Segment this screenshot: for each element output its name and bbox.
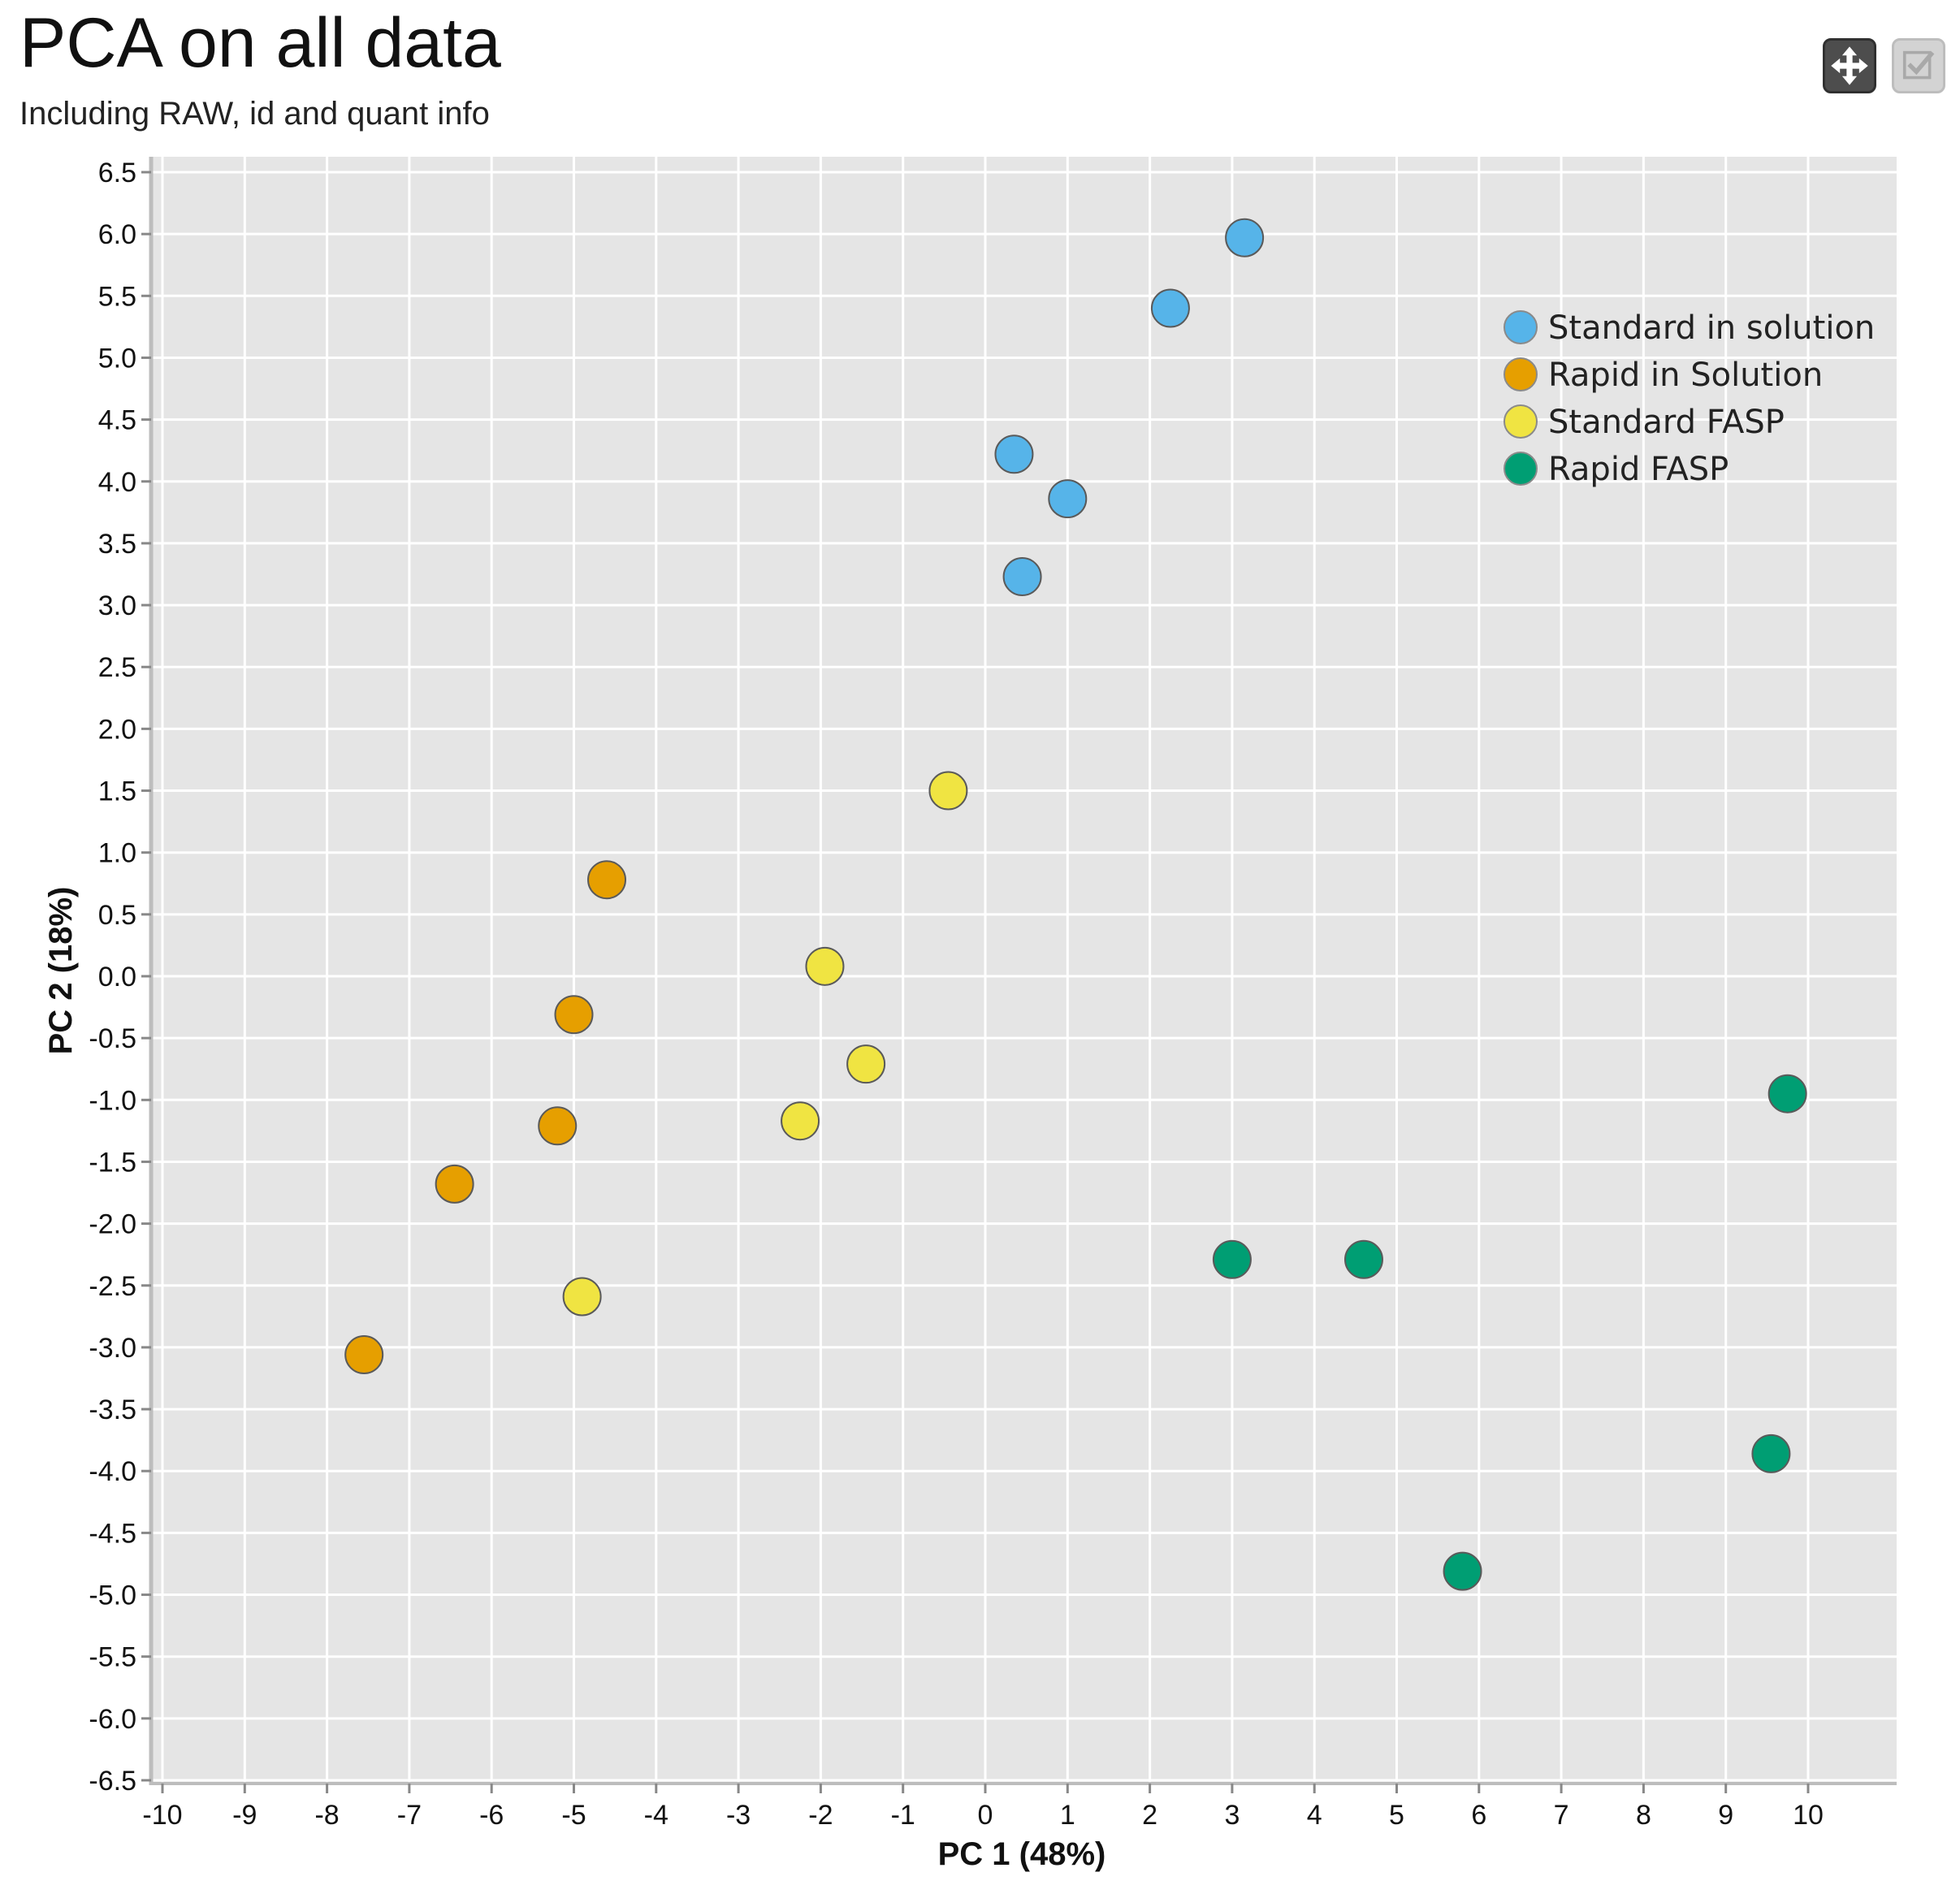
chart-subtitle: Including RAW, id and quant info bbox=[19, 96, 490, 132]
legend-marker bbox=[1504, 404, 1538, 439]
x-tick-label: -4 bbox=[644, 1800, 668, 1831]
y-tick-label: -6.0 bbox=[89, 1704, 136, 1735]
y-axis-title: PC 2 (18%) bbox=[43, 887, 79, 1055]
move-button[interactable] bbox=[1823, 38, 1876, 93]
legend-marker bbox=[1504, 310, 1538, 344]
select-toggle-button[interactable] bbox=[1892, 38, 1945, 93]
checkbox-icon bbox=[1902, 50, 1935, 80]
x-axis-ticks: -10 -9 -8 -7 -6 -5 -4 -3 -2 -1 0 1 2 3 4 5 6 7 8 9 10 bbox=[142, 1784, 1824, 1831]
data-point[interactable] bbox=[562, 1277, 602, 1317]
x-tick-label: 8 bbox=[1636, 1800, 1651, 1831]
plot-area bbox=[151, 157, 1897, 1784]
data-point[interactable] bbox=[1751, 1433, 1791, 1473]
y-tick-label: 1.0 bbox=[98, 838, 136, 869]
y-tick-label: -1.0 bbox=[89, 1085, 136, 1116]
x-tick-label: -3 bbox=[726, 1800, 751, 1831]
y-tick-label: -2.5 bbox=[89, 1271, 136, 1302]
legend-marker bbox=[1504, 452, 1538, 486]
x-tick-label: -9 bbox=[232, 1800, 257, 1831]
data-point[interactable] bbox=[587, 860, 627, 900]
y-tick-label: -1.5 bbox=[89, 1147, 136, 1178]
data-point[interactable] bbox=[1443, 1551, 1482, 1591]
x-tick-label: -1 bbox=[891, 1800, 915, 1831]
y-gridlines bbox=[151, 171, 1897, 1782]
y-tick-label: -2.0 bbox=[89, 1209, 136, 1240]
y-tick-label: 6.5 bbox=[98, 158, 136, 188]
data-point[interactable] bbox=[538, 1106, 578, 1146]
x-tick-label: 9 bbox=[1718, 1800, 1733, 1831]
legend-label: Rapid FASP bbox=[1548, 451, 1729, 488]
data-point[interactable] bbox=[435, 1164, 474, 1204]
data-point[interactable] bbox=[554, 995, 594, 1035]
data-point[interactable] bbox=[805, 946, 845, 986]
legend-marker bbox=[1504, 357, 1538, 391]
data-point[interactable] bbox=[1343, 1239, 1383, 1279]
move-arrows-icon bbox=[1831, 46, 1868, 85]
legend-label: Standard in solution bbox=[1548, 309, 1875, 347]
data-point[interactable] bbox=[1002, 557, 1042, 597]
y-tick-label: 4.0 bbox=[98, 467, 136, 498]
y-tick-label: -3.0 bbox=[89, 1333, 136, 1364]
data-point[interactable] bbox=[846, 1044, 886, 1084]
x-tick-label: 3 bbox=[1224, 1800, 1240, 1831]
y-tick-label: 0.0 bbox=[98, 962, 136, 992]
y-tick-label: -4.0 bbox=[89, 1456, 136, 1487]
data-point[interactable] bbox=[781, 1101, 820, 1141]
x-tick-label: 6 bbox=[1471, 1800, 1486, 1831]
legend-label: Rapid in Solution bbox=[1548, 357, 1823, 394]
y-tick-label: 3.5 bbox=[98, 529, 136, 560]
legend: Standard in solution Rapid in Solution Sta… bbox=[1504, 309, 1875, 488]
y-tick-label: 3.0 bbox=[98, 590, 136, 621]
y-tick-label: 0.5 bbox=[98, 900, 136, 931]
x-tick-label: 4 bbox=[1307, 1800, 1322, 1831]
data-point[interactable] bbox=[1048, 479, 1088, 519]
y-tick-label: 5.0 bbox=[98, 343, 136, 374]
x-tick-label: -10 bbox=[142, 1800, 182, 1831]
x-tick-label: 7 bbox=[1554, 1800, 1569, 1831]
data-point[interactable] bbox=[928, 771, 968, 811]
y-tick-label: 2.5 bbox=[98, 652, 136, 683]
data-points bbox=[344, 218, 1807, 1591]
data-point[interactable] bbox=[1150, 288, 1190, 328]
y-tick-label: 1.5 bbox=[98, 776, 136, 807]
data-point[interactable] bbox=[344, 1335, 384, 1375]
x-tick-label: 2 bbox=[1142, 1800, 1157, 1831]
y-tick-label: 2.0 bbox=[98, 714, 136, 745]
data-point[interactable] bbox=[1767, 1074, 1807, 1113]
y-tick-label: -5.5 bbox=[89, 1642, 136, 1673]
y-tick-label: 4.5 bbox=[98, 405, 136, 436]
x-tick-label: -5 bbox=[561, 1800, 586, 1831]
x-tick-label: -2 bbox=[808, 1800, 833, 1831]
x-tick-label: 10 bbox=[1793, 1800, 1824, 1831]
y-tick-label: -0.5 bbox=[89, 1023, 136, 1054]
x-axis-title: PC 1 (48%) bbox=[938, 1836, 1106, 1872]
chart-title: PCA on all data bbox=[19, 4, 501, 82]
y-tick-label: 6.0 bbox=[98, 219, 136, 250]
data-point[interactable] bbox=[1212, 1239, 1252, 1279]
y-tick-label: -5.0 bbox=[89, 1580, 136, 1611]
y-tick-label: -6.5 bbox=[89, 1766, 136, 1797]
y-tick-label: 5.5 bbox=[98, 281, 136, 312]
data-point[interactable] bbox=[994, 435, 1034, 474]
x-tick-label: -6 bbox=[479, 1800, 504, 1831]
x-gridlines bbox=[161, 157, 1810, 1784]
x-tick-label: -7 bbox=[397, 1800, 422, 1831]
y-tick-label: -4.5 bbox=[89, 1518, 136, 1549]
x-tick-label: 5 bbox=[1389, 1800, 1404, 1831]
y-tick-label: -3.5 bbox=[89, 1395, 136, 1425]
y-axis-ticks: 6.5 6.0 5.5 5.0 4.5 4.0 3.5 3.0 2.5 2.0 1.5 1.0 0.5 0… bbox=[89, 158, 151, 1797]
x-tick-label: 1 bbox=[1060, 1800, 1075, 1831]
x-tick-label: 0 bbox=[978, 1800, 993, 1831]
data-point[interactable] bbox=[1225, 218, 1265, 257]
legend-label: Standard FASP bbox=[1548, 404, 1785, 441]
x-tick-label: -8 bbox=[314, 1800, 339, 1831]
